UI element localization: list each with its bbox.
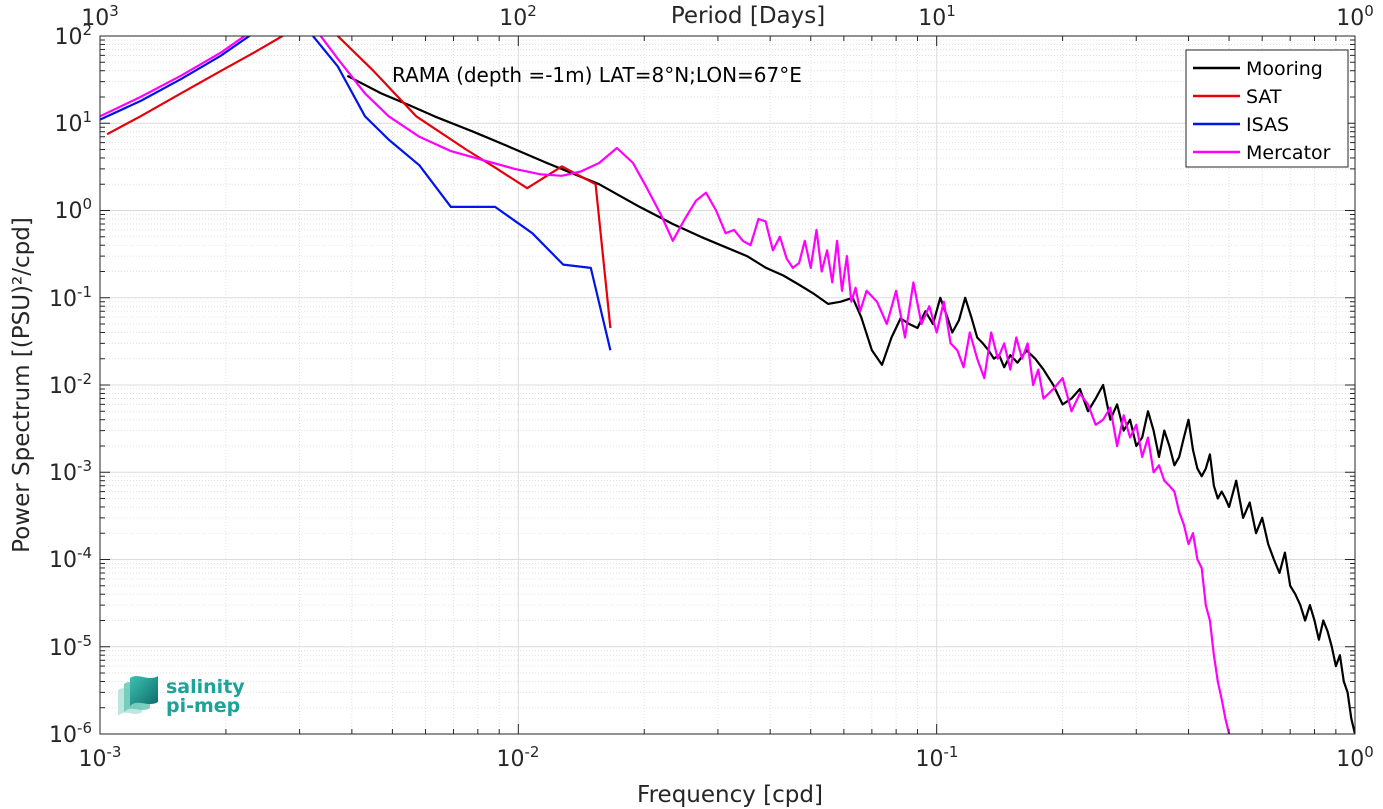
y-tick-label: 101 [54, 108, 92, 137]
y-tick-label: 10-5 [49, 632, 92, 661]
y-tick-label: 102 [54, 21, 92, 50]
y-tick-label: 10-3 [49, 457, 92, 486]
x-tick-label: 100 [1336, 743, 1374, 772]
series-line-mercator [100, 36, 1231, 734]
y-tick-label: 10-1 [49, 283, 92, 312]
y-tick-label: 100 [54, 195, 92, 224]
legend-label-isas: ISAS [1246, 114, 1289, 136]
logo-wave-icon [118, 676, 158, 716]
top-axis-label: Period [Days] [671, 3, 825, 29]
y-axis-label: Power Spectrum [(PSU)²/cpd] [9, 217, 35, 553]
legend: Mooring SAT ISAS Mercator [1185, 49, 1349, 168]
series-layer [100, 36, 1355, 734]
y-tick-label: 10-6 [49, 719, 92, 748]
series-line-isas [100, 36, 612, 351]
x-tick-label: 10-3 [79, 743, 122, 772]
y-tick-label: 10-2 [49, 370, 92, 399]
legend-label-mercator: Mercator [1246, 142, 1331, 164]
top-tick-label: 101 [918, 2, 956, 31]
x-tick-label: 10-1 [916, 743, 959, 772]
series-line-sat [106, 36, 612, 329]
legend-box [1185, 49, 1349, 168]
axis-ticks [99, 35, 1356, 735]
x-axis-label: Frequency [cpd] [637, 782, 823, 808]
y-tick-label: 10-4 [49, 544, 92, 573]
top-tick-label: 103 [81, 2, 119, 31]
salinity-pi-mep-logo: salinity pi-mep [118, 676, 245, 717]
series-line-mooring [346, 74, 1355, 734]
chart-annotation: RAMA (depth =-1m) LAT=8°N;LON=67°E [392, 63, 802, 87]
logo-line-1: salinity [166, 676, 245, 698]
x-tick-label: 10-2 [497, 743, 540, 772]
top-tick-label: 100 [1336, 2, 1374, 31]
legend-label-mooring: Mooring [1246, 58, 1323, 80]
logo-line-2: pi-mep [166, 695, 240, 717]
legend-label-sat: SAT [1246, 86, 1282, 108]
top-tick-label: 102 [499, 2, 537, 31]
